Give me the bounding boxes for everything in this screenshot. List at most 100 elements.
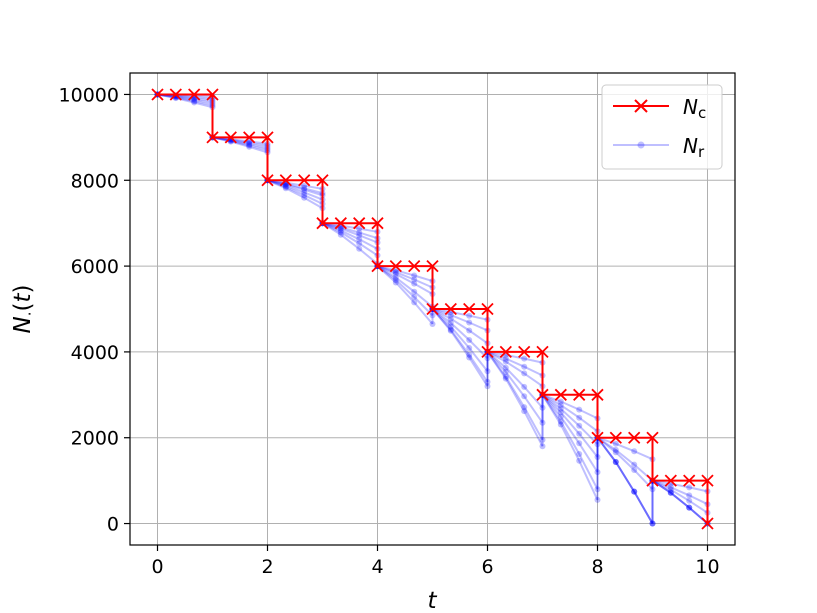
nr-trajectory (652, 479, 708, 506)
nr-point (557, 418, 564, 425)
nr-trajectory (542, 393, 598, 420)
nr-point (576, 414, 583, 421)
legend-nr-marker (637, 141, 645, 149)
nc-marker (536, 388, 549, 401)
nr-point (356, 245, 363, 252)
nr-point (447, 323, 454, 330)
nr-trajectory (157, 93, 213, 109)
nr-point (246, 139, 253, 146)
nr-point (521, 404, 528, 411)
y-axis-label-close: ) (10, 285, 36, 294)
nr-point (502, 375, 509, 382)
nr-point (576, 440, 583, 447)
nr-point (667, 484, 674, 491)
nc-marker (701, 517, 714, 530)
nr-trajectory (651, 479, 709, 525)
nc-marker (518, 345, 531, 359)
nc-marker (573, 388, 586, 401)
nc-marker (499, 345, 512, 359)
nr-trajectory (377, 265, 433, 289)
nr-point (539, 436, 546, 443)
nr-point (649, 520, 656, 527)
nr-point (392, 271, 399, 277)
nc-marker (683, 474, 696, 487)
nr-point (594, 496, 601, 503)
nr-point (649, 520, 656, 527)
nr-point (631, 488, 638, 495)
nr-point (301, 185, 308, 192)
nr-point (667, 489, 674, 496)
nr-trajectory (432, 308, 488, 321)
nr-trajectory (596, 437, 654, 524)
nr-point (521, 355, 528, 362)
nr-trajectory (541, 394, 599, 458)
nr-point (392, 274, 399, 281)
nr-point (447, 327, 454, 334)
nr-point (521, 408, 528, 415)
nr-point (429, 321, 436, 327)
nr-trajectory (596, 437, 654, 524)
nr-point (612, 449, 619, 456)
nc-marker (151, 88, 164, 101)
nr-point (411, 272, 418, 279)
nr-point (411, 299, 418, 306)
nr-trajectory (652, 479, 709, 514)
nc-marker (206, 131, 219, 144)
nr-point (557, 421, 564, 428)
nc-marker (481, 345, 494, 359)
nc-marker (261, 174, 274, 187)
nc-marker (334, 217, 347, 230)
nr-point (576, 430, 583, 437)
nr-point (557, 413, 564, 420)
nc-marker (664, 474, 677, 487)
x-tick-label: 0 (151, 556, 163, 578)
nr-trajectory (212, 136, 268, 152)
nr-point (466, 327, 473, 334)
nr-point (631, 488, 638, 495)
nr-trajectory (376, 265, 434, 325)
nr-point (557, 405, 564, 412)
nc-marker (444, 302, 457, 316)
nc-marker (389, 259, 402, 273)
nr-point (466, 312, 473, 319)
nr-point (282, 183, 289, 190)
nc-marker (408, 259, 421, 273)
nr-point (502, 364, 509, 371)
nr-point (594, 469, 601, 476)
nc-marker (353, 217, 366, 230)
y-axis: 0 2000 4000 6000 8000 10000 (59, 84, 130, 536)
nr-point (484, 355, 491, 362)
nr-trajectory (486, 351, 544, 424)
y-axis-label-sub: · (21, 312, 39, 317)
nr-point (576, 422, 583, 429)
x-axis-label: t (427, 588, 437, 613)
nr-trajectory (596, 436, 654, 482)
nr-point (667, 486, 674, 493)
nc-marker (261, 131, 274, 144)
nr-point (612, 459, 619, 465)
nr-point (612, 446, 619, 453)
nr-point (631, 467, 638, 473)
nr-point (594, 486, 601, 493)
nc-marker (701, 474, 714, 487)
nr-trajectory (267, 179, 323, 197)
nr-trajectory (377, 265, 433, 295)
nr-point (411, 294, 418, 300)
nr-trajectory (541, 394, 599, 490)
nc-marker (426, 302, 439, 316)
y-axis-label-main: N (10, 316, 36, 333)
legend: Nc Nr (601, 84, 723, 170)
nr-point (484, 383, 491, 390)
nr-point (466, 319, 473, 326)
nr-point (301, 192, 308, 199)
y-axis-label-open: ( (10, 303, 36, 312)
nr-trajectory (541, 394, 599, 445)
legend-nr-label: Nr (683, 134, 705, 161)
nr-point (447, 315, 454, 322)
nr-point (447, 312, 454, 319)
y-tick-label: 6000 (71, 256, 119, 278)
x-tick-label: 6 (481, 556, 493, 578)
nr-trajectory (432, 308, 488, 332)
nr-point (557, 398, 564, 405)
nr-point (502, 368, 509, 375)
